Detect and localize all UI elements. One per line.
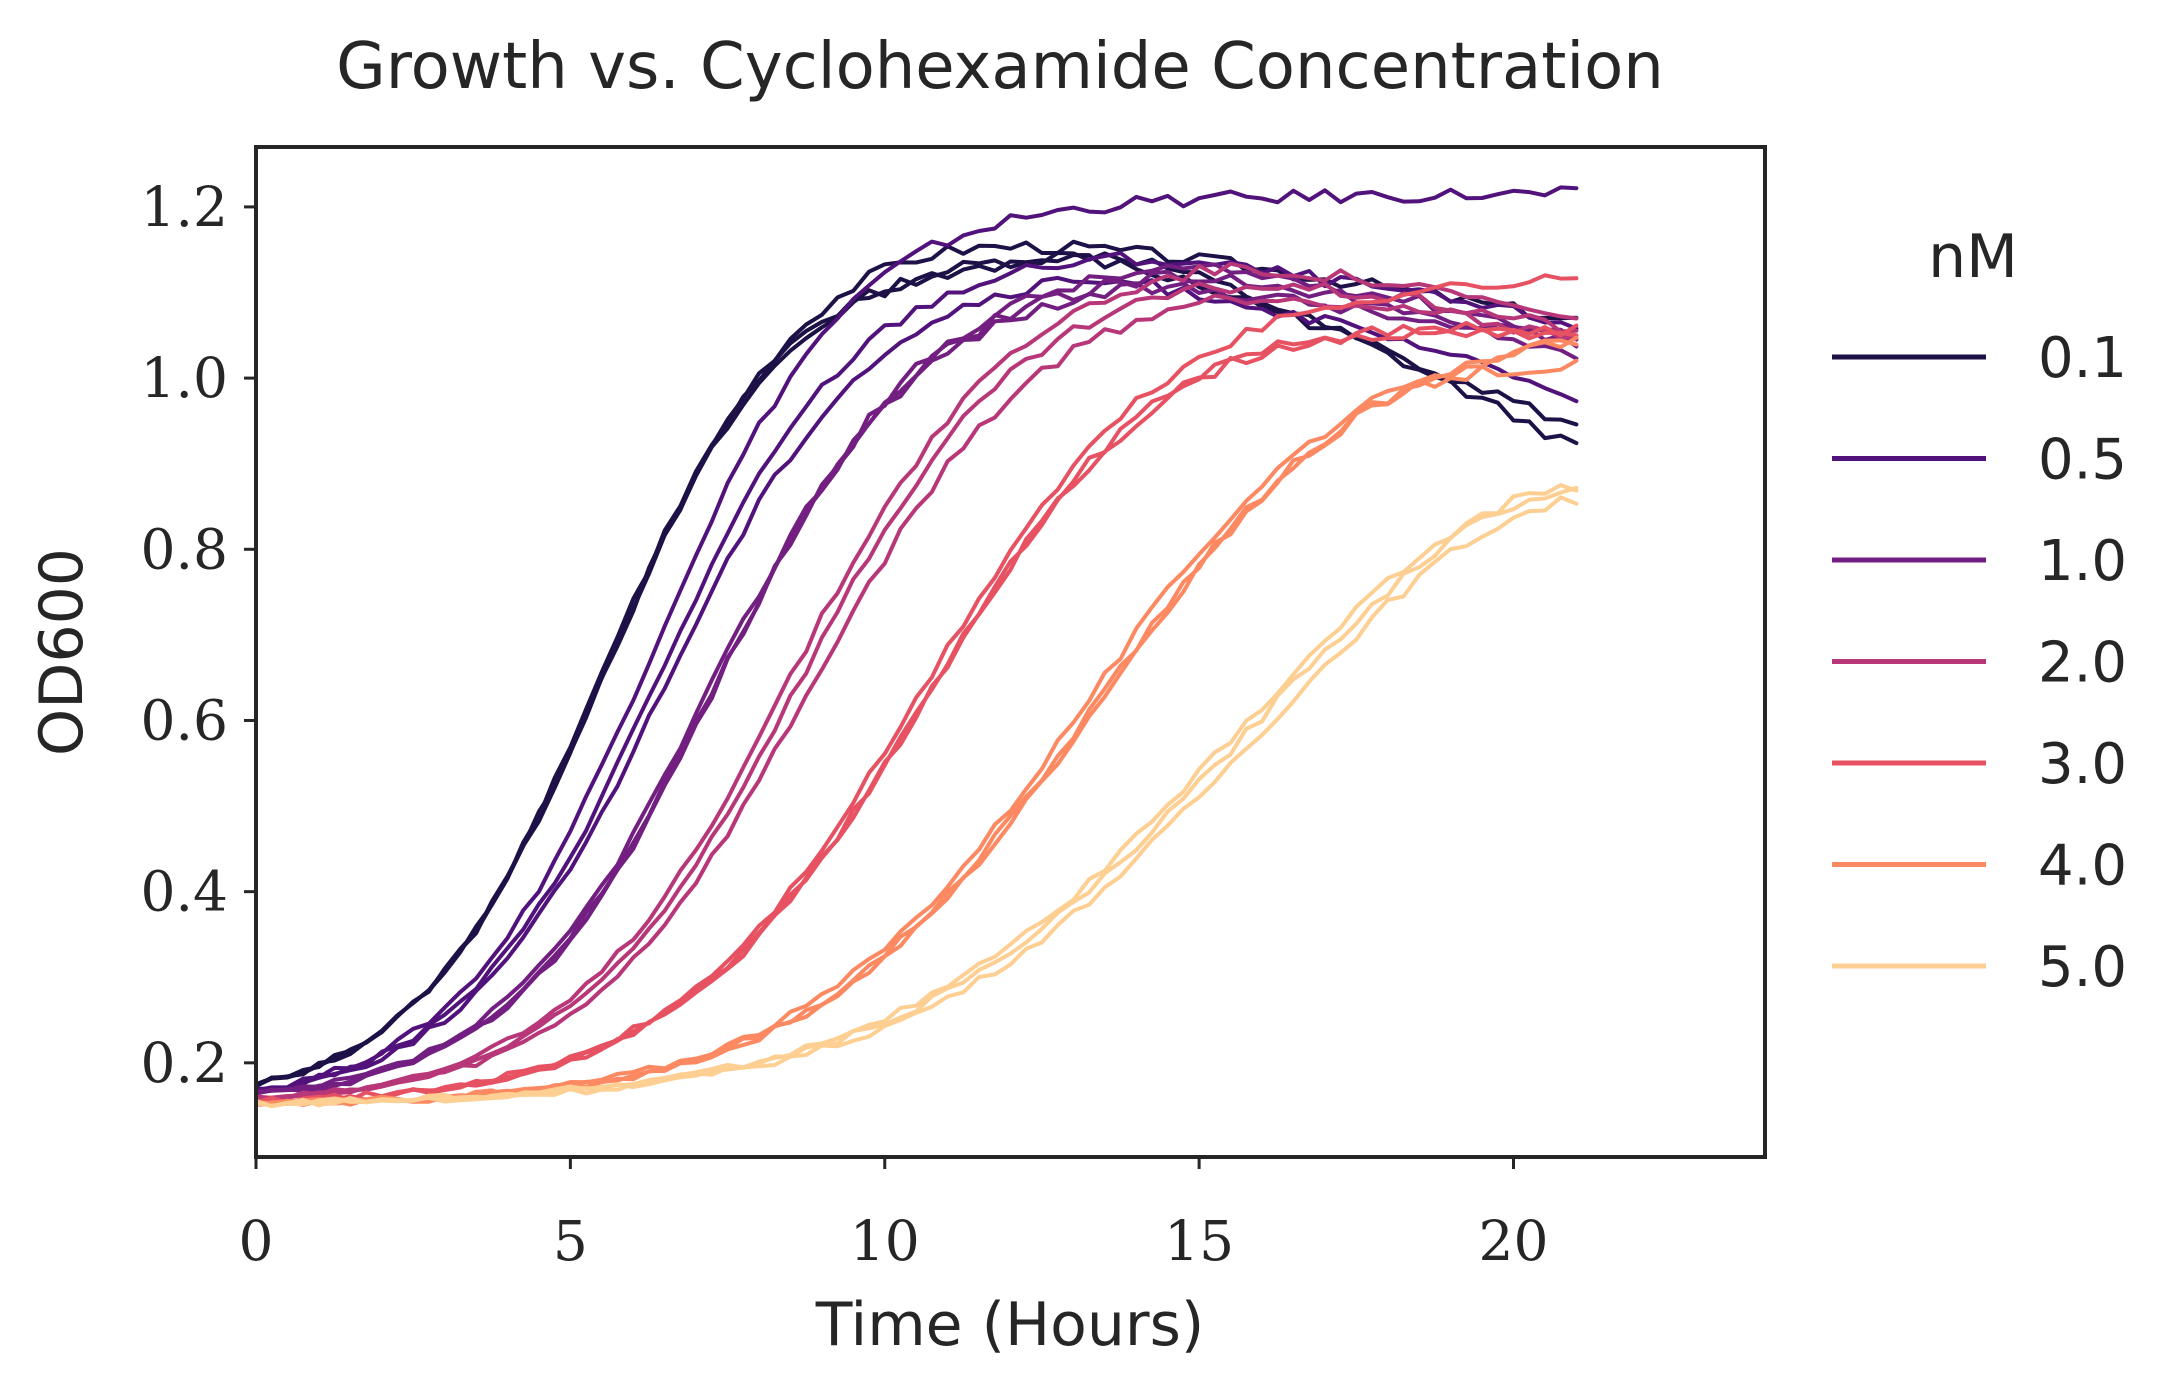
legend-title: nM (1928, 222, 2018, 292)
series-line-0-1-rep2 (254, 253, 1579, 1088)
x-axis-label: Time (Hours) (815, 1290, 1205, 1360)
series-line-3-0-rep2 (254, 325, 1579, 1107)
series-line-0-1-rep3 (254, 251, 1579, 1087)
series-line-2-0-rep1 (254, 281, 1579, 1100)
series-line-3-0-rep3 (254, 320, 1579, 1105)
x-tick-label: 15 (1164, 1209, 1234, 1273)
x-tick-label: 5 (553, 1209, 588, 1273)
x-axis: 0 5 10 15 20 (239, 1157, 1549, 1273)
series-line-5-0-rep3 (254, 485, 1579, 1109)
y-tick-label: 0.4 (141, 860, 228, 924)
legend-label-3-0: 3.0 (2038, 732, 2127, 797)
chart-title: Growth vs. Cyclohexamide Concentration (336, 30, 1664, 104)
series-line-4-0-rep1 (254, 358, 1579, 1108)
x-tick-label: 20 (1479, 1209, 1549, 1273)
series-line-2-0-rep3 (254, 261, 1579, 1103)
legend-label-5-0: 5.0 (2038, 935, 2127, 1000)
legend-label-4-0: 4.0 (2038, 834, 2127, 899)
y-tick-label: 0.6 (141, 688, 228, 752)
y-tick-label: 1.0 (141, 346, 228, 410)
x-tick-label: 10 (850, 1209, 920, 1273)
series-line-1-0-rep2 (254, 262, 1579, 1096)
x-tick-label: 0 (239, 1209, 274, 1273)
series-line-0-5-rep2 (254, 275, 1579, 1093)
legend-entries: 0.1 0.5 1.0 2.0 3.0 4.0 5.0 (1832, 326, 2127, 1000)
y-tick-label: 0.2 (141, 1031, 228, 1095)
legend-label-0-1: 0.1 (2038, 326, 2127, 391)
y-tick-label: 1.2 (141, 175, 228, 239)
series-line-3-0-rep1 (254, 273, 1579, 1107)
y-axis-label: OD600 (27, 548, 97, 756)
series-line-4-0-rep3 (254, 338, 1579, 1106)
legend-label-0-5: 0.5 (2038, 428, 2127, 493)
series-line-0-5-rep1 (254, 185, 1579, 1093)
series-line-2-0-rep2 (254, 293, 1579, 1105)
legend: nM 0.1 0.5 1.0 2.0 3.0 4.0 5.0 (1832, 222, 2127, 1000)
series-layer (254, 185, 1579, 1109)
legend-label-1-0: 1.0 (2038, 529, 2127, 594)
y-tick-label: 0.8 (141, 517, 228, 581)
plot-frame (254, 145, 1767, 1159)
y-axis: 0.2 0.4 0.6 0.8 1.0 1.2 (141, 175, 256, 1095)
legend-label-2-0: 2.0 (2038, 631, 2127, 696)
